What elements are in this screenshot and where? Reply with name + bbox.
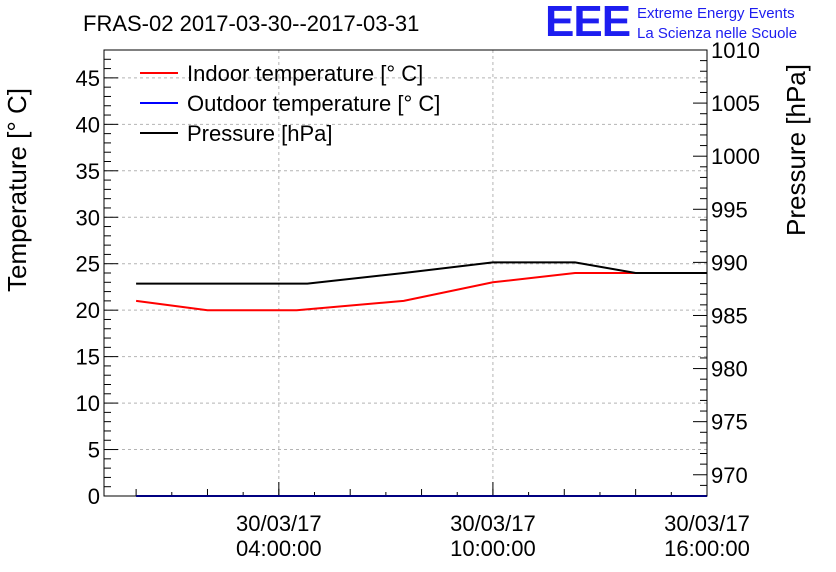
y2-tick-label: 1000 (711, 144, 760, 169)
y-tick-label: 35 (76, 159, 100, 184)
x-tick-time: 16:00:00 (664, 536, 750, 561)
y-tick-label: 30 (76, 205, 100, 230)
x-tick-date: 30/03/17 (664, 511, 750, 536)
series-line-pressure (136, 261, 707, 285)
y2-tick-label: 990 (711, 250, 748, 275)
legend-label: Pressure [hPa] (187, 121, 333, 146)
y2-tick-label: 995 (711, 197, 748, 222)
y-tick-label: 0 (88, 484, 100, 509)
y-tick-label: 10 (76, 391, 100, 416)
x-tick-date: 30/03/17 (450, 511, 536, 536)
legend-label: Outdoor temperature [° C] (187, 91, 440, 116)
y-tick-label: 20 (76, 298, 100, 323)
y2-tick-label: 970 (711, 463, 748, 488)
axis-labels: 0 5 10 15 20 25 30 35 40 45 970 975 980 985 990 995 1000… (2, 38, 811, 561)
x-tick-time: 10:00:00 (450, 536, 536, 561)
y2-axis-title: Pressure [hPa] (781, 64, 811, 236)
x-tick-date: 30/03/17 (236, 511, 322, 536)
y-tick-label: 15 (76, 345, 100, 370)
chart-title: FRAS-02 2017-03-30--2017-03-31 (83, 11, 420, 36)
logo-caption-line2: La Scienza nelle Scuole (637, 25, 798, 42)
logo-caption-line1: Extreme Energy Events (637, 5, 795, 22)
legend-label: Indoor temperature [° C] (187, 61, 423, 86)
y2-tick-label: 1005 (711, 91, 760, 116)
series-lines (135, 261, 707, 497)
y-tick-label: 40 (76, 112, 100, 137)
y-tick-label: 5 (88, 438, 100, 463)
y-axis-title: Temperature [° C] (2, 88, 32, 292)
y2-tick-label: 980 (711, 357, 748, 382)
legend: Indoor temperature [° C] Outdoor temperat… (140, 61, 440, 146)
x-tick-time: 04:00:00 (236, 536, 322, 561)
y2-tick-label: 975 (711, 410, 748, 435)
y2-tick-label: 1010 (711, 38, 760, 63)
y-tick-label: 25 (76, 252, 100, 277)
series-line-indoor (135, 272, 707, 312)
y2-tick-label: 985 (711, 303, 748, 328)
plot-frame (103, 49, 708, 497)
eee-logo: EEE (545, 0, 631, 46)
y-tick-label: 45 (76, 66, 100, 91)
